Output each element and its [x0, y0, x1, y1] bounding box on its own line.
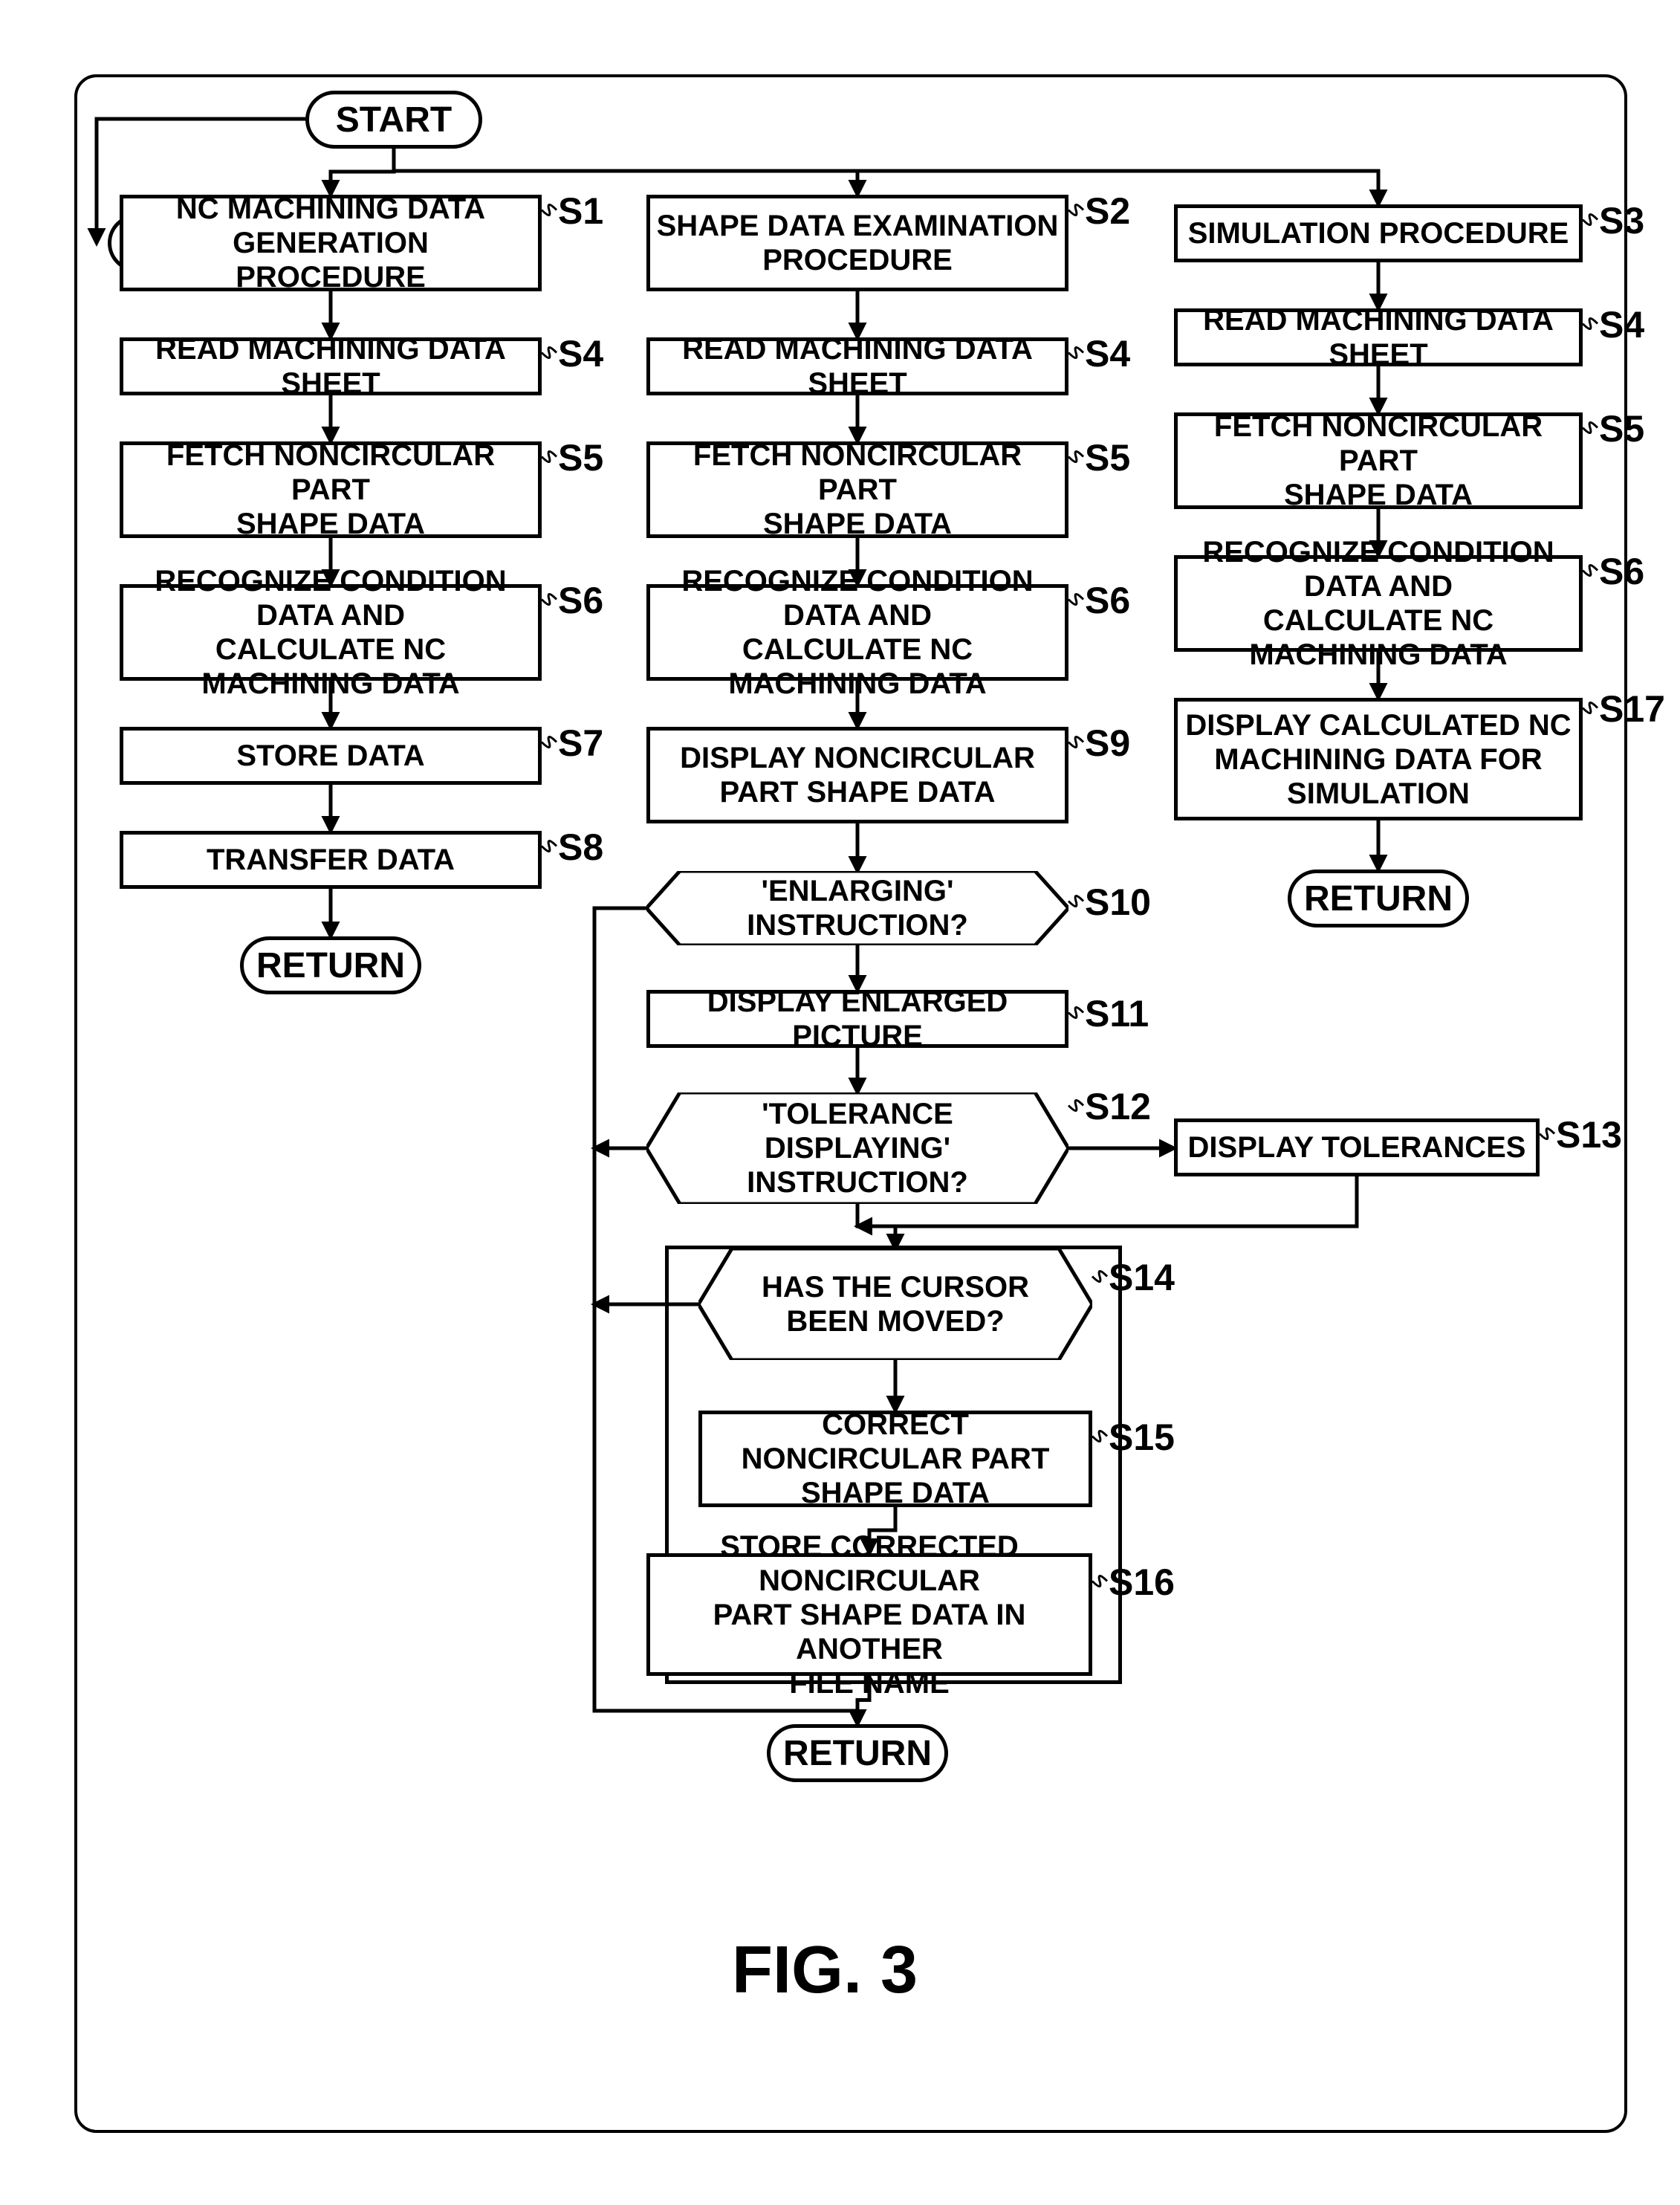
- process-s16: STORE CORRECTED NONCIRCULARPART SHAPE DA…: [646, 1553, 1092, 1676]
- step-tag-s6c: S6: [1599, 550, 1644, 593]
- terminal-ret3: RETURN: [1288, 870, 1469, 927]
- process-s4a: READ MACHINING DATA SHEET: [120, 337, 542, 395]
- step-tag-s5c: S5: [1599, 407, 1644, 450]
- step-tag-s13: S13: [1556, 1113, 1622, 1156]
- process-label: RECOGNIZE CONDITION DATA ANDCALCULATE NC…: [656, 564, 1059, 701]
- step-tag-s2: S2: [1085, 190, 1130, 233]
- terminal-ret2: RETURN: [767, 1724, 948, 1782]
- step-tag-s1: S1: [558, 190, 603, 233]
- step-tag-s14: S14: [1109, 1256, 1175, 1299]
- step-tag-s7: S7: [558, 722, 603, 765]
- terminal-label: START: [336, 100, 452, 140]
- process-s15: CORRECT NONCIRCULAR PARTSHAPE DATA: [698, 1411, 1092, 1507]
- step-tag-s4b: S4: [1085, 332, 1130, 375]
- process-s7: STORE DATA: [120, 727, 542, 785]
- process-s5a: FETCH NONCIRCULAR PARTSHAPE DATA: [120, 441, 542, 538]
- process-s11: DISPLAY ENLARGED PICTURE: [646, 990, 1068, 1048]
- process-s3: SIMULATION PROCEDURE: [1174, 204, 1583, 262]
- process-s13: DISPLAY TOLERANCES: [1174, 1118, 1540, 1176]
- flowchart-canvas: STARTENDNC MACHINING DATA GENERATIONPROC…: [0, 0, 1680, 2205]
- process-label: CORRECT NONCIRCULAR PARTSHAPE DATA: [708, 1408, 1083, 1510]
- process-label: SIMULATION PROCEDURE: [1188, 216, 1569, 250]
- process-label: READ MACHINING DATA SHEET: [129, 332, 532, 401]
- process-s5b: FETCH NONCIRCULAR PARTSHAPE DATA: [646, 441, 1068, 538]
- process-s5c: FETCH NONCIRCULAR PARTSHAPE DATA: [1174, 412, 1583, 509]
- process-label: DISPLAY TOLERANCES: [1188, 1130, 1526, 1165]
- step-tag-s5b: S5: [1085, 436, 1130, 479]
- process-s8: TRANSFER DATA: [120, 831, 542, 889]
- process-s2: SHAPE DATA EXAMINATIONPROCEDURE: [646, 195, 1068, 291]
- process-label: READ MACHINING DATA SHEET: [1184, 303, 1573, 372]
- step-tag-s9: S9: [1085, 722, 1130, 765]
- process-s9: DISPLAY NONCIRCULARPART SHAPE DATA: [646, 727, 1068, 823]
- decision-s12: 'TOLERANCE DISPLAYING'INSTRUCTION?: [646, 1092, 1068, 1204]
- decision-label: HAS THE CURSORBEEN MOVED?: [698, 1249, 1092, 1360]
- process-label: DISPLAY CALCULATED NCMACHINING DATA FORS…: [1185, 708, 1571, 811]
- process-label: READ MACHINING DATA SHEET: [656, 332, 1059, 401]
- terminal-ret1: RETURN: [240, 936, 421, 994]
- process-s4b: READ MACHINING DATA SHEET: [646, 337, 1068, 395]
- terminal-label: RETURN: [783, 1733, 932, 1774]
- process-s4c: READ MACHINING DATA SHEET: [1174, 308, 1583, 366]
- step-tag-s16: S16: [1109, 1561, 1175, 1604]
- process-s6c: RECOGNIZE CONDITION DATA ANDCALCULATE NC…: [1174, 555, 1583, 652]
- process-label: FETCH NONCIRCULAR PARTSHAPE DATA: [656, 438, 1059, 541]
- figure-label: FIG. 3: [732, 1932, 918, 2009]
- step-tag-s5a: S5: [558, 436, 603, 479]
- terminal-start: START: [305, 91, 482, 149]
- process-label: STORE CORRECTED NONCIRCULARPART SHAPE DA…: [656, 1529, 1083, 1700]
- process-label: RECOGNIZE CONDITION DATA ANDCALCULATE NC…: [129, 564, 532, 701]
- step-tag-s11: S11: [1085, 992, 1149, 1035]
- process-label: DISPLAY NONCIRCULARPART SHAPE DATA: [680, 741, 1035, 809]
- process-label: NC MACHINING DATA GENERATIONPROCEDURE: [129, 192, 532, 294]
- step-tag-s6a: S6: [558, 579, 603, 622]
- step-tag-s10: S10: [1085, 881, 1151, 924]
- process-s17: DISPLAY CALCULATED NCMACHINING DATA FORS…: [1174, 698, 1583, 820]
- step-tag-s12: S12: [1085, 1085, 1151, 1128]
- decision-s10: 'ENLARGING' INSTRUCTION?: [646, 871, 1068, 945]
- step-tag-s4a: S4: [558, 332, 603, 375]
- decision-label: 'ENLARGING' INSTRUCTION?: [646, 871, 1068, 945]
- step-tag-s3: S3: [1599, 199, 1644, 242]
- process-label: FETCH NONCIRCULAR PARTSHAPE DATA: [129, 438, 532, 541]
- step-tag-s8: S8: [558, 826, 603, 869]
- terminal-label: RETURN: [1304, 878, 1453, 919]
- process-label: DISPLAY ENLARGED PICTURE: [656, 985, 1059, 1053]
- process-s6b: RECOGNIZE CONDITION DATA ANDCALCULATE NC…: [646, 584, 1068, 681]
- process-s1: NC MACHINING DATA GENERATIONPROCEDURE: [120, 195, 542, 291]
- step-tag-s17: S17: [1599, 687, 1665, 731]
- step-tag-s4c: S4: [1599, 303, 1644, 346]
- terminal-label: RETURN: [256, 945, 405, 986]
- process-label: STORE DATA: [236, 739, 424, 773]
- process-label: RECOGNIZE CONDITION DATA ANDCALCULATE NC…: [1184, 535, 1573, 672]
- process-label: TRANSFER DATA: [207, 843, 455, 877]
- process-label: FETCH NONCIRCULAR PARTSHAPE DATA: [1184, 409, 1573, 512]
- process-s6a: RECOGNIZE CONDITION DATA ANDCALCULATE NC…: [120, 584, 542, 681]
- decision-s14: HAS THE CURSORBEEN MOVED?: [698, 1249, 1092, 1360]
- step-tag-s15: S15: [1109, 1416, 1175, 1459]
- decision-label: 'TOLERANCE DISPLAYING'INSTRUCTION?: [646, 1092, 1068, 1204]
- process-label: SHAPE DATA EXAMINATIONPROCEDURE: [657, 209, 1059, 277]
- step-tag-s6b: S6: [1085, 579, 1130, 622]
